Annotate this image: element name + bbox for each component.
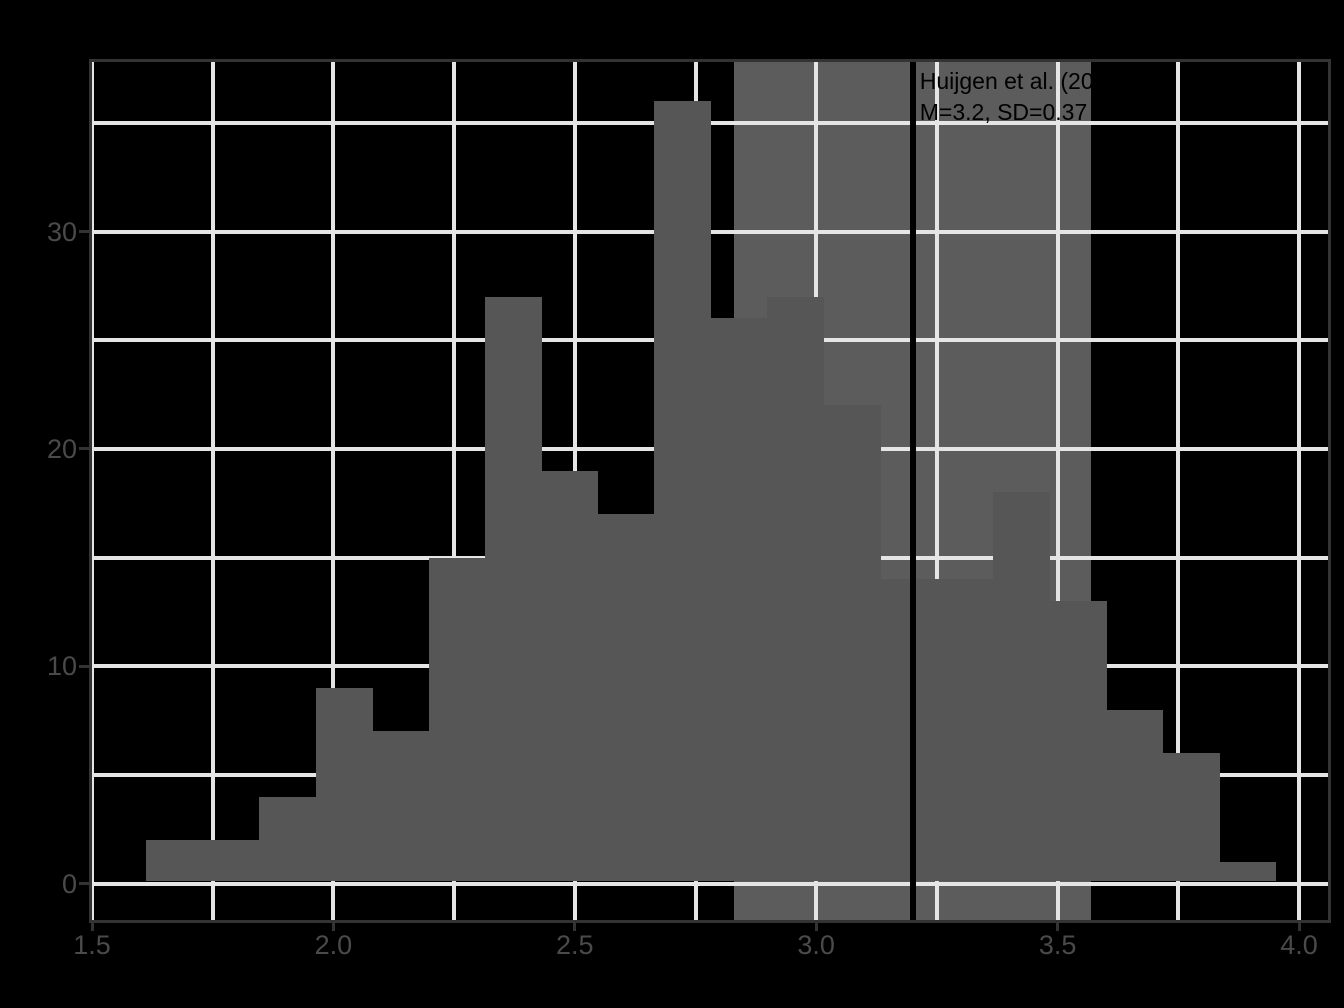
y-axis-tick-label: 10 bbox=[46, 651, 77, 682]
histogram-bar bbox=[880, 579, 938, 882]
histogram-bar bbox=[1106, 709, 1164, 882]
y-axis-tick bbox=[79, 230, 89, 233]
x-axis-tick bbox=[814, 923, 818, 931]
y-axis-tick-label: 0 bbox=[61, 868, 77, 899]
gridline-horizontal bbox=[92, 881, 1328, 886]
x-axis-tick bbox=[1297, 923, 1301, 931]
y-axis-tick bbox=[79, 664, 89, 668]
histogram-bar bbox=[146, 840, 204, 882]
histogram-bar bbox=[315, 687, 373, 882]
histogram-bar bbox=[993, 492, 1051, 882]
y-axis-tick-label: 30 bbox=[46, 216, 77, 247]
y-axis-tick bbox=[79, 882, 89, 885]
gridline-vertical bbox=[331, 62, 336, 920]
x-axis-tick-label: 2.0 bbox=[314, 930, 353, 960]
histogram-bar bbox=[767, 296, 825, 882]
gridline-vertical bbox=[1055, 62, 1060, 920]
histogram-bar bbox=[202, 840, 260, 882]
annotation: Huijgen et al. (20 M=3.2, SD=0.37 bbox=[920, 66, 1094, 128]
x-axis-tick-label: 3.0 bbox=[797, 930, 835, 960]
mean-line bbox=[909, 62, 916, 920]
gridline-vertical bbox=[1176, 62, 1181, 920]
histogram-bar bbox=[597, 514, 655, 882]
x-axis-tick-label: 2.5 bbox=[556, 930, 594, 960]
histogram-bar bbox=[936, 579, 994, 882]
gridline-vertical bbox=[452, 62, 457, 920]
gridline-vertical bbox=[92, 62, 94, 920]
x-axis-tick bbox=[331, 923, 335, 931]
histogram-bar bbox=[1162, 753, 1220, 882]
histogram-bar bbox=[654, 101, 712, 882]
gridline-vertical bbox=[934, 62, 939, 920]
histogram-bar bbox=[484, 296, 542, 882]
y-axis-tick-label: 20 bbox=[46, 433, 77, 464]
x-axis-tick bbox=[1056, 923, 1060, 931]
gridline-vertical bbox=[1297, 62, 1301, 920]
histogram-bar bbox=[372, 731, 429, 882]
histogram-bar bbox=[823, 405, 881, 882]
histogram-bar bbox=[428, 557, 486, 882]
annotation-line2: M=3.2, SD=0.37 bbox=[919, 99, 1088, 125]
histogram-bar bbox=[541, 470, 599, 882]
x-axis-tick-label: 1.5 bbox=[73, 930, 111, 960]
x-axis-tick-label: 3.5 bbox=[1038, 930, 1077, 960]
histogram-bar bbox=[1219, 861, 1277, 882]
annotation-line1: Huijgen et al. (20 bbox=[919, 68, 1094, 94]
x-axis-tick bbox=[573, 923, 577, 931]
plot-panel: Huijgen et al. (20 M=3.2, SD=0.37 bbox=[89, 59, 1331, 923]
x-axis-tick-label: 4.0 bbox=[1280, 930, 1318, 960]
gridline-vertical bbox=[210, 62, 215, 920]
x-axis-tick bbox=[90, 923, 94, 931]
y-axis-tick bbox=[79, 447, 89, 451]
histogram-bar bbox=[1049, 600, 1107, 882]
histogram-bar bbox=[259, 796, 317, 882]
histogram-bar bbox=[710, 318, 768, 882]
